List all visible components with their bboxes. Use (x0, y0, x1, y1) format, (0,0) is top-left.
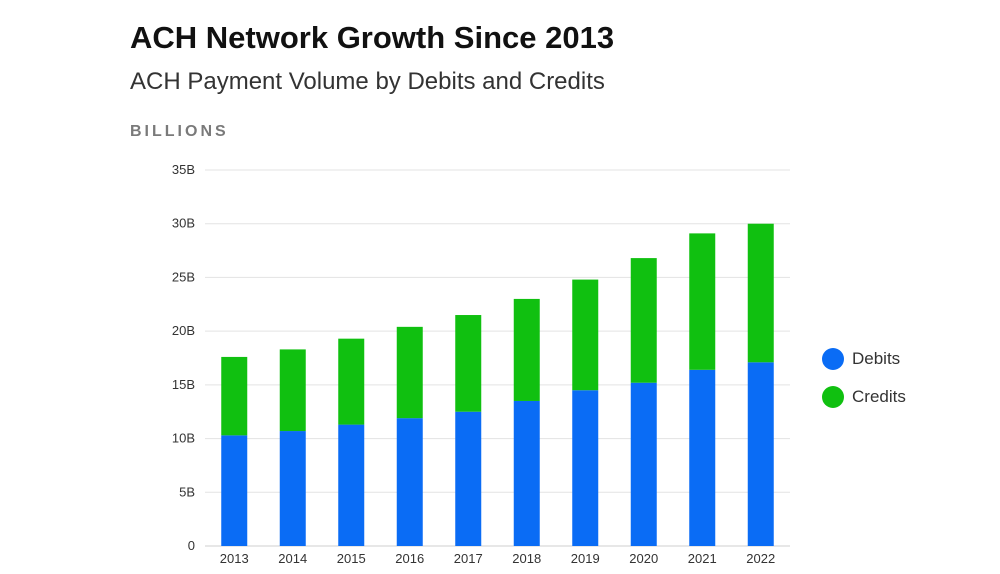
bar-credits-2022 (747, 223, 774, 363)
bar-debits-2015 (338, 424, 365, 546)
y-tick-label: 10B (172, 431, 195, 446)
y-tick-label: 35B (172, 162, 195, 177)
bar-debits-2022 (747, 362, 774, 546)
bar-debits-2016 (396, 418, 423, 546)
bar-debits-2017 (455, 411, 482, 546)
legend-item-credits[interactable]: Credits (822, 378, 906, 416)
y-tick-label: 0 (188, 538, 195, 553)
legend-label-credits: Credits (852, 387, 906, 406)
y-tick-label: 15B (172, 377, 195, 392)
y-axis-unit-label: BILLIONS (130, 123, 229, 140)
bar-credits-2015 (338, 338, 365, 425)
bar-credits-2014 (279, 349, 306, 432)
bar-credits-2018 (513, 298, 540, 401)
bar-debits-2020 (630, 382, 657, 546)
legend-item-debits[interactable]: Debits (822, 340, 906, 378)
y-tick-label: 30B (172, 216, 195, 231)
x-tick-label: 2015 (337, 551, 366, 566)
chart-title: ACH Network Growth Since 2013 (130, 20, 615, 55)
bar-debits-2014 (279, 431, 306, 546)
legend: Debits Credits (822, 340, 906, 416)
x-tick-label: 2014 (278, 551, 307, 566)
x-tick-label: 2018 (512, 551, 541, 566)
bar-credits-2021 (689, 233, 716, 370)
x-tick-label: 2019 (571, 551, 600, 566)
x-tick-label: 2020 (629, 551, 658, 566)
bar-debits-2013 (221, 435, 248, 546)
bar-credits-2020 (630, 258, 657, 383)
bar-credits-2019 (572, 279, 599, 391)
y-tick-label: 5B (179, 484, 195, 499)
y-tick-label: 20B (172, 323, 195, 338)
y-tick-label: 25B (172, 269, 195, 284)
legend-swatch-credits (822, 386, 844, 408)
bar-credits-2017 (455, 315, 482, 412)
chart-subtitle: ACH Payment Volume by Debits and Credits (130, 68, 605, 95)
bar-debits-2021 (689, 369, 716, 546)
bar-debits-2019 (572, 390, 599, 546)
x-tick-label: 2016 (395, 551, 424, 566)
legend-swatch-debits (822, 348, 844, 370)
x-tick-label: 2022 (746, 551, 775, 566)
bar-debits-2018 (513, 400, 540, 546)
bar-credits-2013 (221, 356, 248, 436)
legend-label-debits: Debits (852, 349, 901, 368)
x-tick-label: 2017 (454, 551, 483, 566)
bar-credits-2016 (396, 326, 423, 419)
x-tick-label: 2013 (220, 551, 249, 566)
x-tick-label: 2021 (688, 551, 717, 566)
